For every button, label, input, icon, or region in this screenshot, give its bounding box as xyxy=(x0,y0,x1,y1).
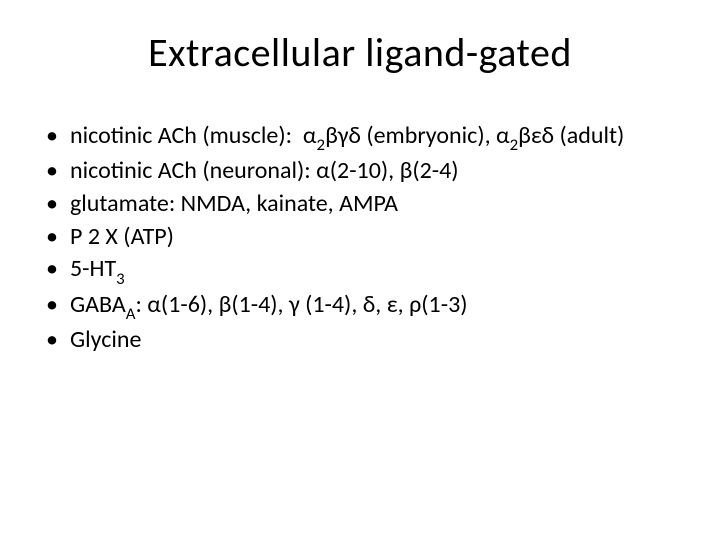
list-item: P 2 X (ATP) xyxy=(46,222,680,253)
list-item: GABAA: α(1-6), β(1-4), γ (1-4), δ, ε, ρ(… xyxy=(46,290,680,323)
slide: Extracellular ligand-gated nicotinic ACh… xyxy=(0,0,720,540)
slide-title: Extracellular ligand-gated xyxy=(40,28,680,77)
list-item: nicotinic ACh (neuronal): α(2-10), β(2-4… xyxy=(46,156,680,187)
bullet-list: nicotinic ACh (muscle): α2βγδ (embryonic… xyxy=(40,121,680,356)
list-item: Glycine xyxy=(46,325,680,356)
list-item: nicotinic ACh (muscle): α2βγδ (embryonic… xyxy=(46,121,680,154)
list-item: glutamate: NMDA, kainate, AMPA xyxy=(46,189,680,220)
list-item: 5-HT3 xyxy=(46,254,680,287)
